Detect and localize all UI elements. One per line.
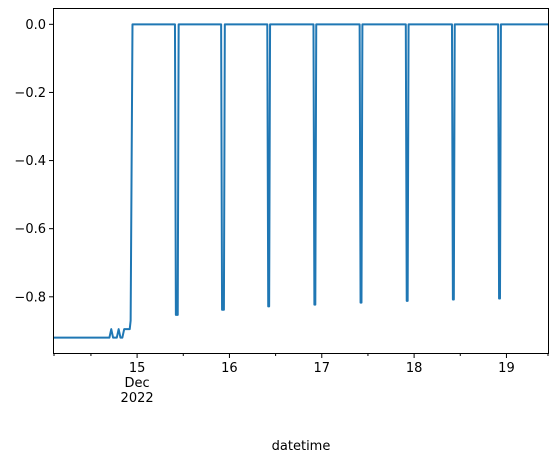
x-tick-label: 16 — [221, 361, 238, 376]
x-tick-label: 19 — [498, 361, 515, 376]
y-tick-label: 0.0 — [25, 18, 46, 33]
y-axis: 0.0 −0.2 −0.4 −0.6 −0.8 — [14, 18, 54, 305]
x-tick-label: 17 — [314, 361, 331, 376]
series-line — [54, 23, 548, 339]
y-tick-label: −0.2 — [14, 86, 46, 101]
x-tick-sublabel: Dec — [125, 376, 150, 391]
x-tick-label: 15 — [129, 361, 146, 376]
x-tick-label: 18 — [406, 361, 423, 376]
y-tick-label: −0.6 — [14, 222, 46, 237]
x-axis-label: datetime — [272, 439, 331, 454]
plot-area — [54, 23, 548, 339]
axes-frame — [53, 8, 549, 354]
y-tick-label: −0.4 — [14, 154, 46, 169]
x-tick-sublabel: 2022 — [121, 391, 154, 406]
y-tick-label: −0.8 — [14, 290, 46, 305]
